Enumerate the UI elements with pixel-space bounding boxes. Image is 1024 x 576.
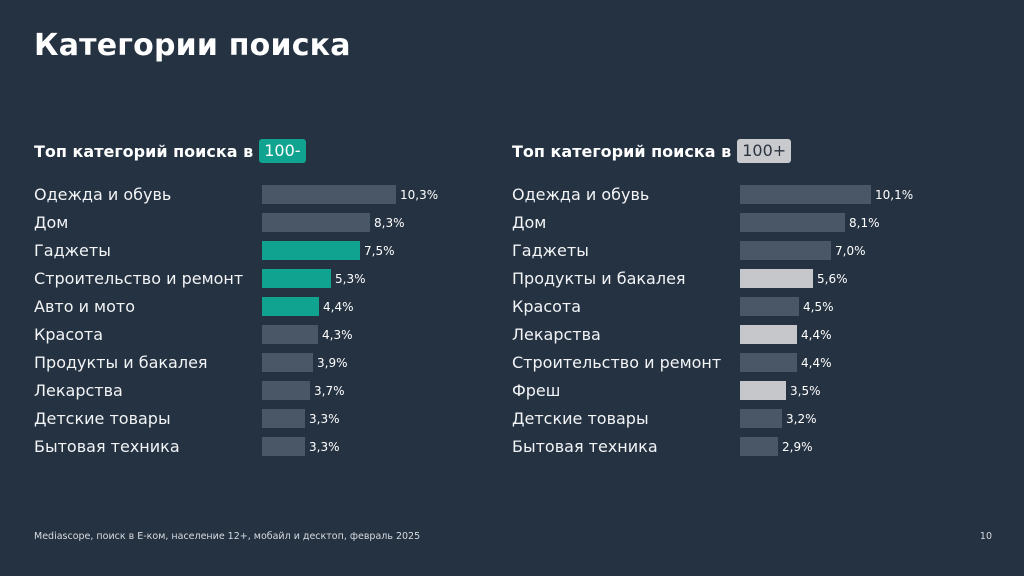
value-label: 2,9%	[782, 440, 813, 454]
bar-row: Одежда и обувь 10,1%	[512, 181, 982, 209]
category-label: Лекарства	[34, 381, 123, 400]
category-label: Строительство и ремонт	[512, 353, 722, 372]
bar	[262, 437, 305, 456]
category-label: Детские товары	[512, 409, 649, 428]
category-label: Одежда и обувь	[512, 185, 650, 204]
bar	[740, 241, 831, 260]
bar	[740, 269, 813, 288]
segment-tag-100-minus: 100-	[259, 139, 306, 163]
bar-row: Фреш 3,5%	[512, 377, 982, 405]
category-label: Дом	[512, 213, 547, 232]
value-label: 4,4%	[801, 328, 832, 342]
bar	[740, 325, 797, 344]
bar-row: Детские товары 3,3%	[34, 405, 504, 433]
category-label: Дом	[34, 213, 69, 232]
bar-row: Строительство и ремонт 4,4%	[512, 349, 982, 377]
category-label: Строительство и ремонт	[34, 269, 244, 288]
bar	[262, 381, 310, 400]
value-label: 4,3%	[322, 328, 353, 342]
category-label: Лекарства	[512, 325, 601, 344]
category-label: Продукты и бакалея	[34, 353, 208, 372]
bar-row: Авто и мото 4,4%	[34, 293, 504, 321]
bar-row: Продукты и бакалея 3,9%	[34, 349, 504, 377]
bar	[262, 297, 319, 316]
bar-row: Дом 8,1%	[512, 209, 982, 237]
category-label: Гаджеты	[512, 241, 589, 260]
bar-row: Одежда и обувь 10,3%	[34, 181, 504, 209]
bar	[740, 437, 778, 456]
chart-panel-100-plus: Топ категорий поиска в 100+ Одежда и обу…	[512, 136, 982, 456]
value-label: 5,3%	[335, 272, 366, 286]
value-label: 3,3%	[309, 440, 340, 454]
chart-heading: Топ категорий поиска в 100+	[512, 136, 982, 166]
bar-row: Лекарства 4,4%	[512, 321, 982, 349]
category-label: Красота	[512, 297, 582, 316]
value-label: 3,2%	[786, 412, 817, 426]
bar-row: Красота 4,5%	[512, 293, 982, 321]
bar	[740, 297, 799, 316]
bar	[262, 353, 313, 372]
value-label: 10,3%	[400, 188, 439, 202]
bar-row: Строительство и ремонт 5,3%	[34, 265, 504, 293]
bar-row: Дом 8,3%	[34, 209, 504, 237]
value-label: 7,0%	[835, 244, 866, 258]
page-number: 10	[979, 531, 992, 542]
bar	[740, 213, 845, 232]
value-label: 8,1%	[849, 216, 880, 230]
category-label: Бытовая техника	[512, 437, 658, 456]
category-label: Авто и мото	[34, 297, 136, 316]
bar	[740, 381, 786, 400]
value-label: 3,9%	[317, 356, 348, 370]
bar	[262, 213, 370, 232]
value-label: 10,1%	[875, 188, 914, 202]
category-label: Красота	[34, 325, 104, 344]
segment-tag-100-plus: 100+	[737, 139, 792, 163]
bar-row: Бытовая техника 2,9%	[512, 433, 982, 461]
bar-row: Продукты и бакалея 5,6%	[512, 265, 982, 293]
bar-row: Красота 4,3%	[34, 321, 504, 349]
value-label: 7,5%	[364, 244, 395, 258]
bar-row: Гаджеты 7,0%	[512, 237, 982, 265]
bar-row: Бытовая техника 3,3%	[34, 433, 504, 461]
value-label: 3,5%	[790, 384, 821, 398]
bar	[740, 353, 797, 372]
category-label: Бытовая техника	[34, 437, 180, 456]
chart-heading-text: Топ категорий поиска в	[34, 141, 254, 161]
value-label: 4,4%	[801, 356, 832, 370]
bar-row: Гаджеты 7,5%	[34, 237, 504, 265]
value-label: 3,7%	[314, 384, 345, 398]
bar	[262, 241, 360, 260]
chart-panel-100-minus: Топ категорий поиска в 100- Одежда и обу…	[34, 136, 504, 456]
category-label: Гаджеты	[34, 241, 111, 260]
chart-heading-text: Топ категорий поиска в	[512, 141, 732, 161]
source-footnote: Mediascope, поиск в E-ком, население 12+…	[34, 531, 421, 542]
bar-row: Детские товары 3,2%	[512, 405, 982, 433]
bar-row: Лекарства 3,7%	[34, 377, 504, 405]
category-label: Фреш	[512, 381, 561, 400]
value-label: 3,3%	[309, 412, 340, 426]
bar	[262, 409, 305, 428]
chart-heading: Топ категорий поиска в 100-	[34, 136, 504, 166]
bar	[262, 185, 396, 204]
value-label: 8,3%	[374, 216, 405, 230]
bar	[740, 409, 782, 428]
value-label: 4,5%	[803, 300, 834, 314]
category-label: Детские товары	[34, 409, 171, 428]
page-title: Категории поиска	[34, 28, 351, 63]
category-label: Продукты и бакалея	[512, 269, 686, 288]
category-label: Одежда и обувь	[34, 185, 172, 204]
bar	[262, 325, 318, 344]
value-label: 5,6%	[817, 272, 848, 286]
bar	[262, 269, 331, 288]
value-label: 4,4%	[323, 300, 354, 314]
bar	[740, 185, 871, 204]
